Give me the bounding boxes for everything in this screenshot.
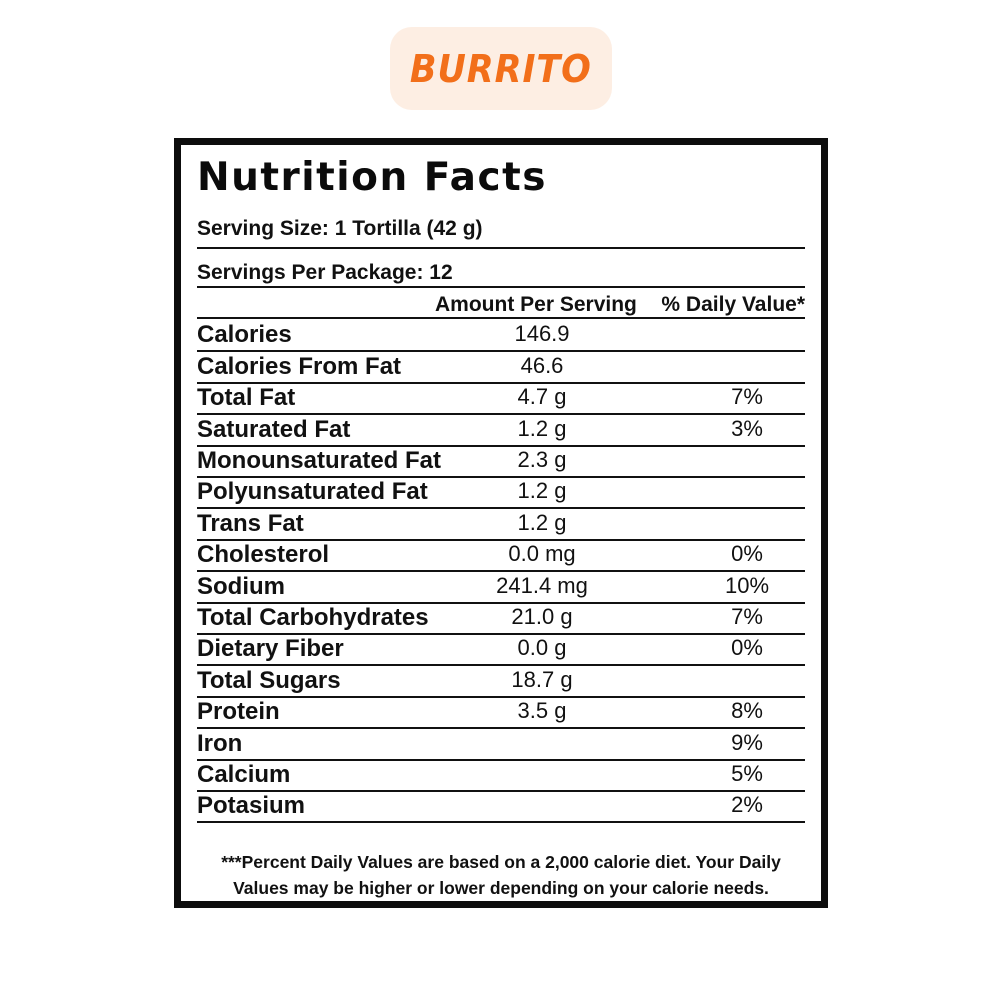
nutrient-daily-value: 0%: [731, 635, 763, 661]
nutrient-row: Protein 3.5 g 8%: [197, 696, 805, 730]
nutrient-row: Calories 146.9: [197, 319, 805, 353]
nutrition-facts-panel: Nutrition Facts Serving Size: 1 Tortilla…: [174, 138, 828, 908]
nutrient-row: Trans Fat 1.2 g: [197, 507, 805, 541]
nutrient-amount: 0.0 mg: [508, 541, 576, 567]
nutrient-row: Total Sugars 18.7 g: [197, 664, 805, 698]
divider: [197, 727, 805, 730]
nutrient-name: Trans Fat: [197, 509, 304, 537]
nutrient-amount: 3.5 g: [517, 698, 567, 724]
nutrient-amount: 2.3 g: [517, 446, 567, 472]
nutrient-name: Total Carbohydrates: [197, 603, 429, 631]
nutrient-daily-value: 7%: [731, 384, 763, 410]
divider: [197, 317, 805, 319]
divider: [197, 570, 805, 573]
nutrient-daily-value: 5%: [731, 760, 763, 786]
nutrient-daily-value: 8%: [731, 698, 763, 724]
nutrient-daily-value: 9%: [731, 729, 763, 755]
divider: [197, 350, 805, 353]
nutrient-name: Total Sugars: [197, 666, 341, 694]
footnote: ***Percent Daily Values are based on a 2…: [197, 849, 805, 901]
nutrient-amount: 0.0 g: [517, 635, 567, 661]
header-amount-per-serving: Amount Per Serving: [435, 293, 637, 316]
nutrient-amount: 146.9: [514, 321, 570, 347]
divider: [197, 413, 805, 416]
nutrient-daily-value: 10%: [724, 572, 770, 598]
nutrient-name: Protein: [197, 698, 280, 726]
nutrient-daily-value: 3%: [731, 415, 763, 441]
divider: [197, 601, 805, 604]
nutrient-row: Monounsaturated Fat 2.3 g: [197, 445, 805, 478]
nutrient-name: Calcium: [197, 760, 291, 788]
nutrient-name: Dietary Fiber: [197, 635, 344, 663]
nutrient-amount: 21.0 g: [511, 603, 573, 629]
nutrient-name: Iron: [197, 729, 243, 757]
nutrient-daily-value: 7%: [731, 603, 763, 629]
divider: [197, 758, 805, 761]
nutrient-name: Polyunsaturated Fat: [197, 478, 428, 506]
nutrient-row: Dietary Fiber 0.0 g 0%: [197, 633, 805, 667]
nutrient-row: Calories From Fat 46.6: [197, 350, 805, 384]
header-daily-value: % Daily Value*: [661, 293, 805, 316]
nutrient-name: Sodium: [197, 572, 285, 600]
nutrient-amount: 241.4 mg: [496, 572, 588, 598]
divider: [197, 507, 805, 510]
nutrient-amount: 1.2 g: [517, 415, 567, 441]
product-name: BURRITO: [410, 46, 592, 91]
divider: [197, 381, 805, 384]
nutrient-row: Polyunsaturated Fat 1.2 g: [197, 476, 805, 510]
divider: [197, 821, 805, 824]
divider: [197, 286, 805, 288]
nutrient-amount: 1.2 g: [517, 478, 567, 504]
nutrient-row: Sodium 241.4 mg 10%: [197, 570, 805, 604]
nutrient-name: Potasium: [197, 792, 306, 820]
servings-per-package: Servings Per Package: 12: [197, 261, 453, 284]
nutrient-name: Monounsaturated Fat: [197, 446, 441, 474]
nutrient-row: Cholesterol 0.0 mg 0%: [197, 539, 805, 573]
nutrient-name: Calories From Fat: [197, 352, 402, 380]
nutrient-name: Total Fat: [197, 384, 296, 412]
nutrient-amount: 46.6: [520, 352, 564, 378]
product-name-badge: BURRITO: [390, 27, 612, 110]
footnote-line-2: Values may be higher or lower depending …: [233, 878, 769, 898]
nutrient-daily-value: 0%: [731, 541, 763, 567]
divider: [197, 444, 805, 447]
footnote-line-1: ***Percent Daily Values are based on a 2…: [221, 852, 781, 872]
serving-size: Serving Size: 1 Tortilla (42 g): [197, 217, 483, 240]
nutrient-row: Total Carbohydrates 21.0 g 7%: [197, 602, 805, 635]
nutrient-name: Saturated Fat: [197, 415, 351, 443]
nutrient-amount: 18.7 g: [511, 666, 573, 692]
divider: [197, 695, 805, 698]
divider: [197, 632, 805, 635]
label-title: Nutrition Facts: [197, 155, 547, 200]
divider: [197, 247, 805, 249]
divider: [197, 789, 805, 792]
divider: [197, 664, 805, 667]
nutrient-amount: 1.2 g: [517, 509, 567, 535]
divider: [197, 538, 805, 541]
nutrient-row: Calcium 5%: [197, 759, 805, 792]
divider: [197, 475, 805, 478]
nutrient-row: Saturated Fat 1.2 g 3%: [197, 413, 805, 447]
nutrient-daily-value: 2%: [731, 792, 763, 818]
nutrient-name: Cholesterol: [197, 541, 330, 569]
nutrient-name: Calories: [197, 321, 292, 349]
nutrient-row: Potasium 2%: [197, 790, 805, 824]
nutrient-amount: 4.7 g: [517, 384, 567, 410]
nutrient-row: Total Fat 4.7 g 7%: [197, 382, 805, 416]
nutrient-row: Iron 9%: [197, 727, 805, 761]
